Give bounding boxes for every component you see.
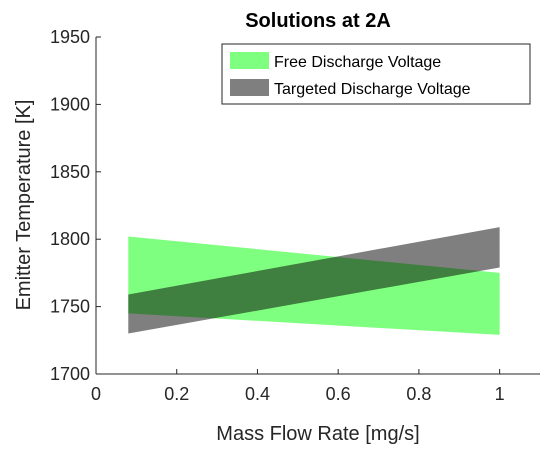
y-tick-label: 1700: [50, 364, 90, 384]
legend: Free Discharge Voltage Targeted Discharge…: [221, 43, 531, 105]
legend-swatch-2: [230, 79, 269, 96]
series-bands: [128, 227, 500, 335]
x-tick-label: 0.8: [406, 384, 431, 404]
legend-box: [221, 43, 531, 105]
legend-label-1: Free Discharge Voltage: [274, 54, 441, 71]
y-tick-label: 1900: [50, 94, 90, 114]
x-tick-label: 0.6: [326, 384, 351, 404]
x-tick-label: 0.2: [164, 384, 189, 404]
axes: 0 0.2 0.4 0.6 0.8 1 1700 1750 1800 1850 1900 1950: [50, 27, 540, 404]
chart-title: Solutions at 2A: [245, 10, 391, 32]
x-tick-label: 0.4: [245, 384, 270, 404]
x-axis-label: Mass Flow Rate [mg/s]: [216, 423, 419, 445]
series-band-2: [128, 227, 500, 334]
y-tick-label: 1800: [50, 229, 90, 249]
legend-label-2: Targeted Discharge Voltage: [274, 81, 471, 98]
x-tick-label: 0: [91, 384, 101, 404]
y-axis-label: Emitter Temperature [K]: [13, 100, 35, 311]
legend-swatch-1: [230, 52, 269, 69]
y-tick-label: 1750: [50, 297, 90, 317]
y-tick-label: 1950: [50, 27, 90, 47]
y-tick-label: 1850: [50, 162, 90, 182]
x-tick-label: 1: [495, 384, 505, 404]
